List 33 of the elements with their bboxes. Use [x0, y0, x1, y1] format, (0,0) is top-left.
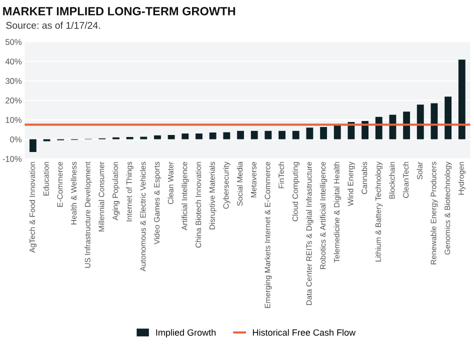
bar	[223, 132, 230, 140]
bar	[264, 130, 272, 140]
bar	[209, 132, 216, 140]
y-tick-label: 40%	[5, 58, 22, 64]
y-tick-label: 10%	[6, 117, 22, 123]
bar	[237, 130, 244, 140]
bar	[29, 139, 36, 152]
bar	[334, 125, 341, 140]
bar	[444, 96, 452, 140]
bar	[306, 128, 314, 140]
y-tick-label: 0%	[10, 136, 22, 142]
legend-label: Implied Growth	[156, 329, 216, 338]
bar	[375, 116, 382, 140]
y-tick-label: 20%	[6, 98, 22, 104]
bar	[250, 130, 258, 140]
bar	[278, 130, 286, 140]
bar	[403, 112, 410, 140]
bar	[458, 60, 466, 140]
y-tick-label: 30%	[6, 78, 22, 84]
bar	[168, 135, 175, 140]
chart-subtitle: Source: as of 1/17/24.	[6, 22, 100, 29]
legend-label: Historical Free Cash Flow	[252, 329, 356, 336]
bar	[126, 136, 134, 140]
chart-title: MARKET IMPLIED LONG-TERM GROWTH	[3, 7, 236, 16]
y-tick-label: -10%	[2, 156, 22, 162]
bar	[154, 135, 161, 140]
bar	[416, 104, 424, 140]
bar	[140, 136, 148, 140]
bar	[320, 127, 327, 140]
y-tick-label: 50%	[6, 39, 22, 45]
bar	[182, 133, 189, 140]
bar	[292, 130, 300, 140]
bar	[196, 133, 202, 140]
